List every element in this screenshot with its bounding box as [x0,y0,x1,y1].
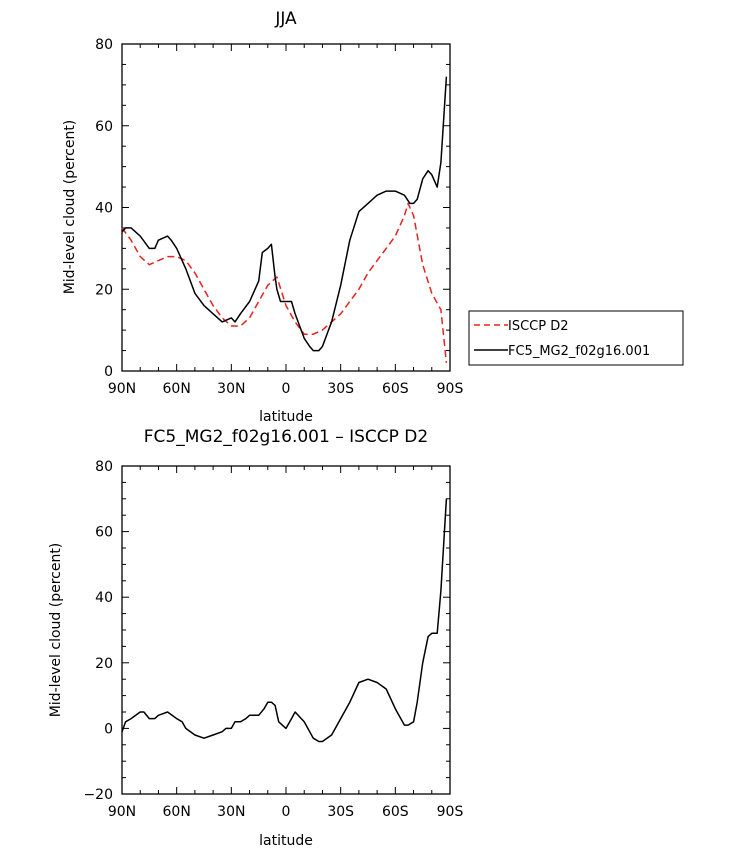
bottom-x-tick-label: 60N [163,804,191,820]
top-x-tick-label: 60N [163,381,191,397]
top-y-tick-label: 20 [95,282,113,298]
top-y-tick-label: 80 [95,37,113,53]
top-ticks: 90N 60N 30N 0 30S 60S 90S 0 20 40 60 80 [95,37,463,397]
bottom-series-lines [121,498,448,743]
bottom-y-tick-label: 20 [95,656,113,672]
top-chart-title: JJA [274,9,297,29]
top-x-tick-label: 90S [437,381,464,397]
bottom-x-tick-label: 90S [437,804,464,820]
legend-box [468,310,684,366]
top-y-tick-label: 60 [95,119,113,135]
top-y-tick-label: 40 [95,201,113,217]
bottom-y-tick-label: 40 [95,590,113,606]
bottom-y-tick-label: 0 [104,721,113,737]
top-series-lines [121,76,448,363]
bottom-x-tick-label: 0 [282,804,291,820]
bottom-y-tick-label: 80 [95,459,113,475]
top-plot-frame [121,43,451,372]
top-x-tick-label: 30S [327,381,354,397]
top-panel: JJA latitude Mid-level cloud (percent) 9… [62,9,463,425]
top-x-tick-label: 30N [217,381,245,397]
bottom-x-tick-label: 90N [108,804,136,820]
bottom-panel: FC5_MG2_f02g16.001 – ISCCP D2 latitude M… [48,427,463,849]
top-x-tick-label: 90N [108,381,136,397]
legend-label-isccp: ISCCP D2 [508,319,569,334]
bottom-y-tick-label: −20 [83,787,113,803]
bottom-y-tick-label: 60 [95,525,113,541]
legend: ISCCP D2 FC5_MG2_f02g16.001 [468,310,684,366]
bottom-ticks: 90N 60N 30N 0 30S 60S 90S −20 0 20 40 60 80 [83,459,463,820]
top-x-axis-label: latitude [259,409,313,425]
top-x-tick-label: 0 [282,381,291,397]
bottom-series-line-difference [121,498,448,743]
bottom-x-tick-label: 60S [382,804,409,820]
bottom-x-tick-label: 30S [327,804,354,820]
top-series-line-isccp-d2 [121,202,448,363]
bottom-chart-title: FC5_MG2_f02g16.001 – ISCCP D2 [144,427,428,447]
bottom-plot-frame [121,465,451,795]
bottom-x-axis-label: latitude [259,833,313,849]
bottom-x-tick-label: 30N [217,804,245,820]
legend-label-model: FC5_MG2_f02g16.001 [508,344,650,359]
top-y-tick-label: 0 [104,364,113,380]
bottom-y-axis-label: Mid-level cloud (percent) [48,543,64,718]
top-y-axis-label: Mid-level cloud (percent) [62,120,78,295]
top-series-line-fc5-mg2-f02g16-001 [121,76,448,352]
top-x-tick-label: 60S [382,381,409,397]
